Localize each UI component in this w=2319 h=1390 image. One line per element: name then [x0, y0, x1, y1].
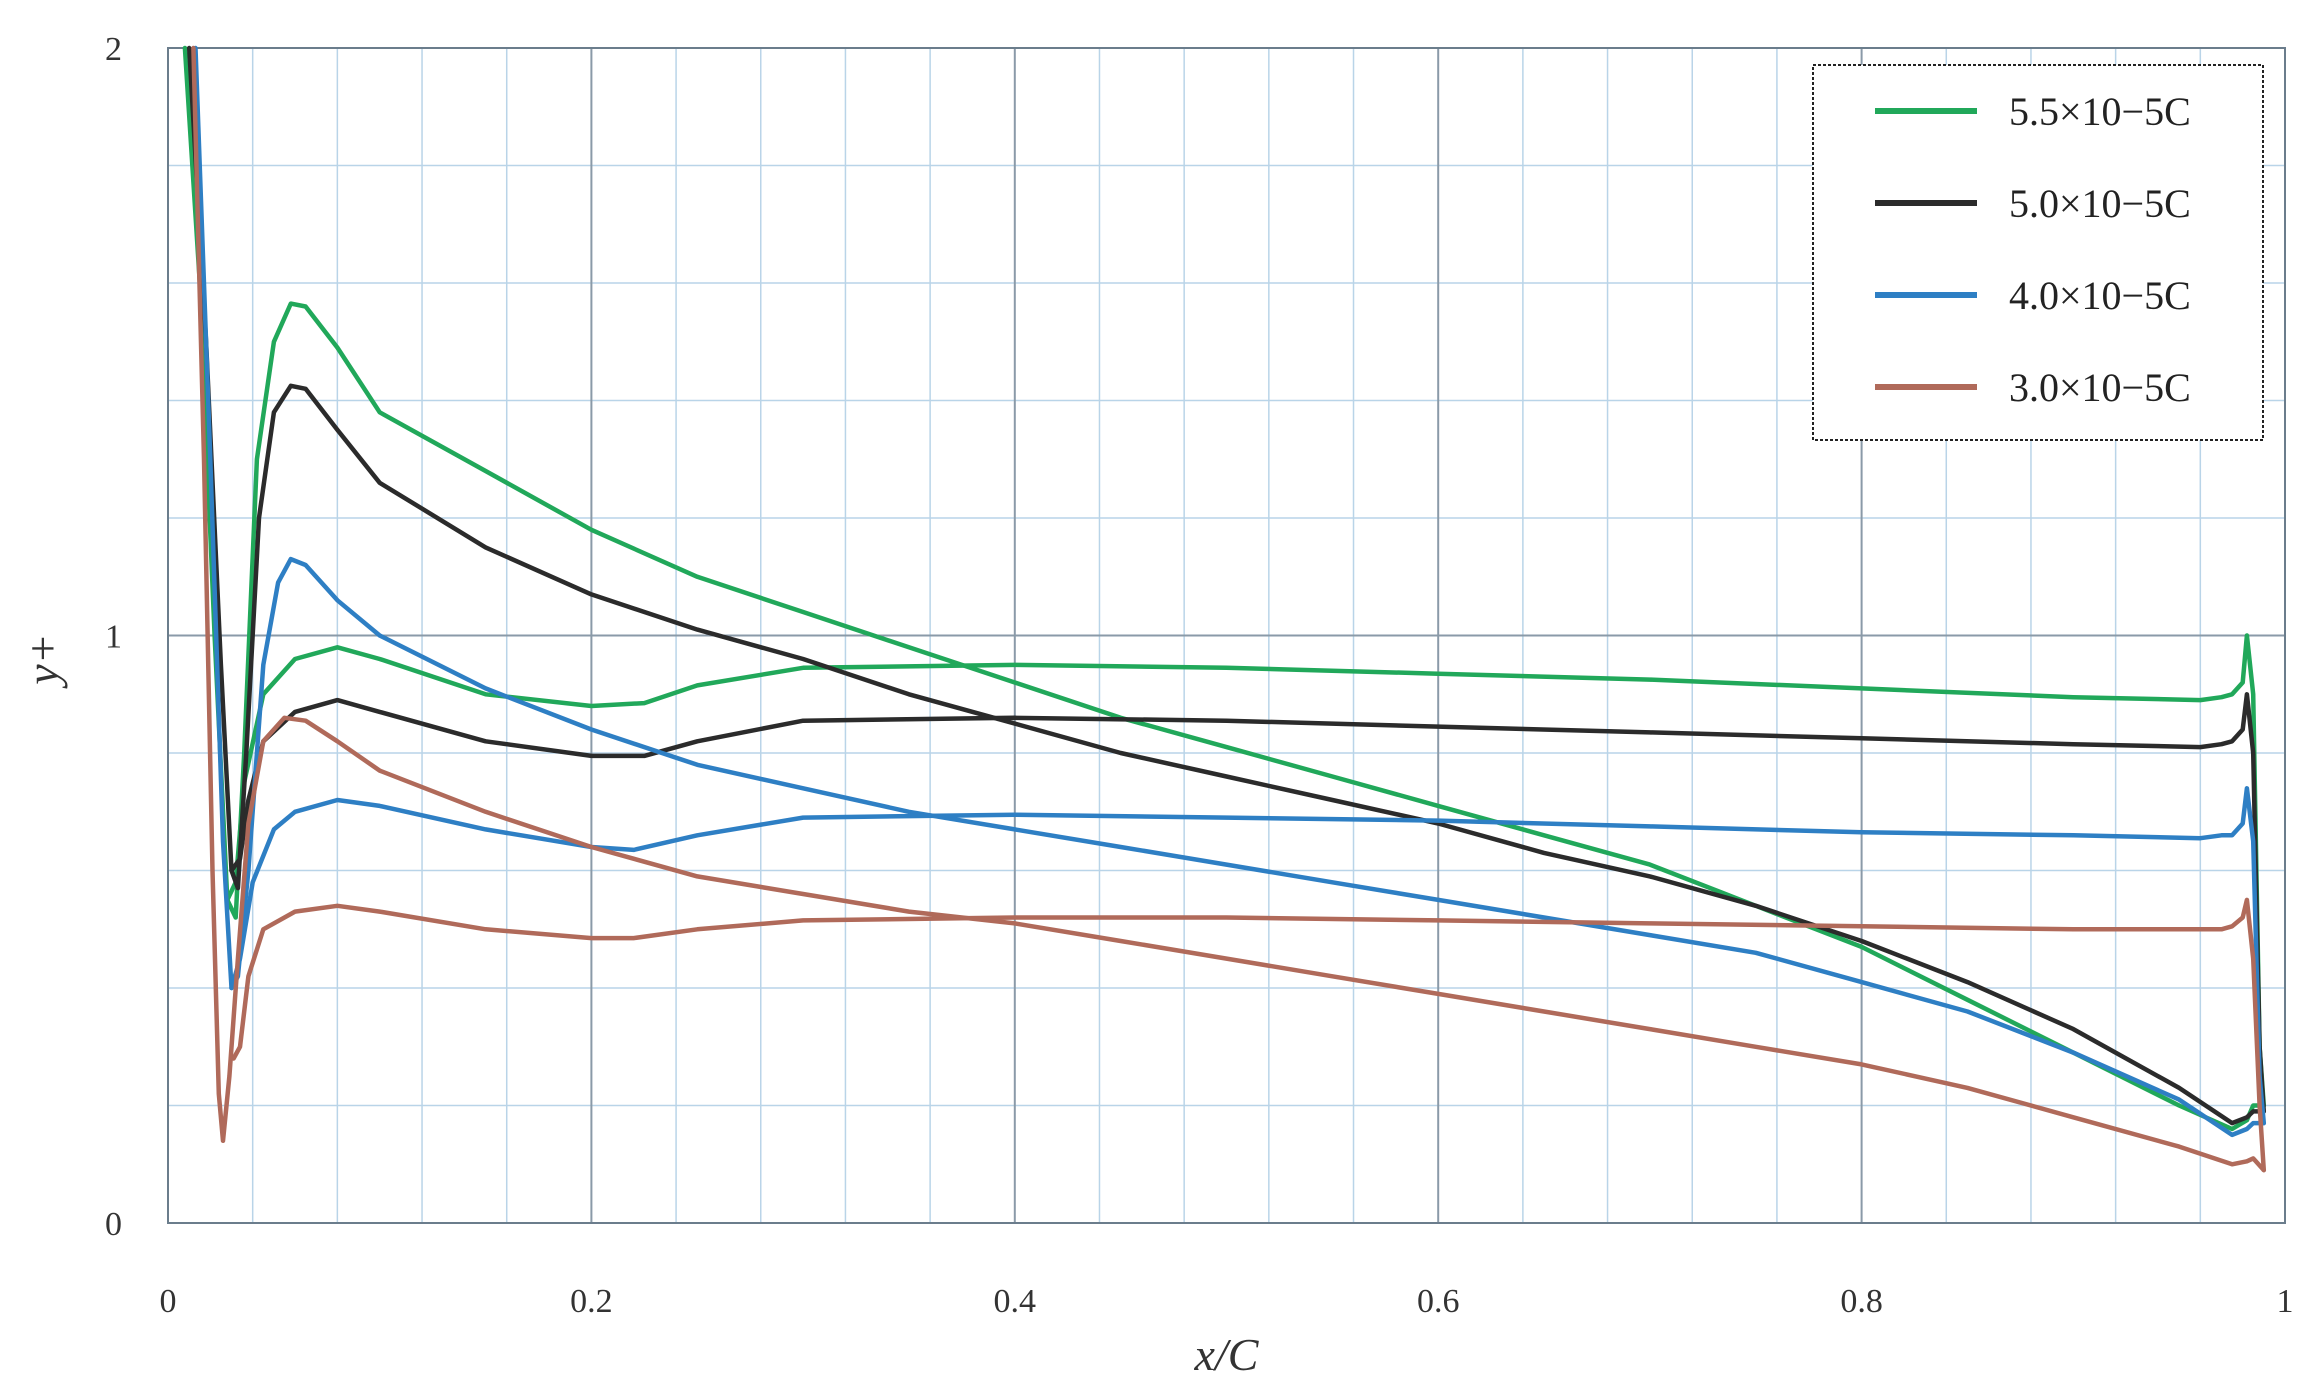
series-2: [186, 45, 2267, 1126]
legend: 5.5×10−5C 5.0×10−5C 4.0×10−5C 3.0×10−5C: [1812, 64, 2264, 441]
y-tick-label: 0: [105, 1206, 122, 1243]
series-4: [191, 45, 2267, 1173]
legend-label: 5.0×10−5C: [2009, 181, 2191, 226]
legend-label: 5.5×10−5C: [2009, 89, 2191, 134]
y-axis-label: y+: [17, 633, 68, 688]
x-tick-label: 0.2: [570, 1283, 613, 1320]
x-tick-label: 0.4: [994, 1283, 1037, 1320]
x-tick-label: 1: [2277, 1283, 2294, 1320]
series-4-curve-1: [191, 45, 2267, 1173]
series-3-curve-2: [229, 786, 2267, 1126]
x-tick-label: 0.6: [1417, 1283, 1460, 1320]
legend-label: 4.0×10−5C: [2009, 273, 2191, 318]
series-1-curve-2: [225, 633, 2267, 1108]
series-4-curve-2: [231, 897, 2267, 1173]
major-gridlines: [168, 48, 2285, 1223]
plot-frame: [167, 47, 2286, 1224]
x-axis-tick-labels: 0 0.2 0.4 0.6 0.8 1: [160, 1283, 2294, 1320]
legend-box: [1812, 64, 2264, 441]
series-lines: [182, 45, 2267, 1173]
y-tick-label: 1: [105, 619, 122, 656]
series-1-curve-1: [182, 45, 2267, 1132]
legend-label: 3.0×10−5C: [2009, 365, 2191, 410]
x-tick-label: 0: [160, 1283, 177, 1320]
x-tick-label: 0.8: [1840, 1283, 1883, 1320]
y-axis-tick-labels: 0 1 2: [105, 31, 122, 1243]
y-tick-label: 2: [105, 31, 122, 68]
series-2-curve-2: [229, 692, 2267, 1114]
series-2-curve-1: [186, 45, 2267, 1126]
x-axis-label: x/C: [1194, 1329, 1260, 1380]
series-1: [182, 45, 2267, 1132]
